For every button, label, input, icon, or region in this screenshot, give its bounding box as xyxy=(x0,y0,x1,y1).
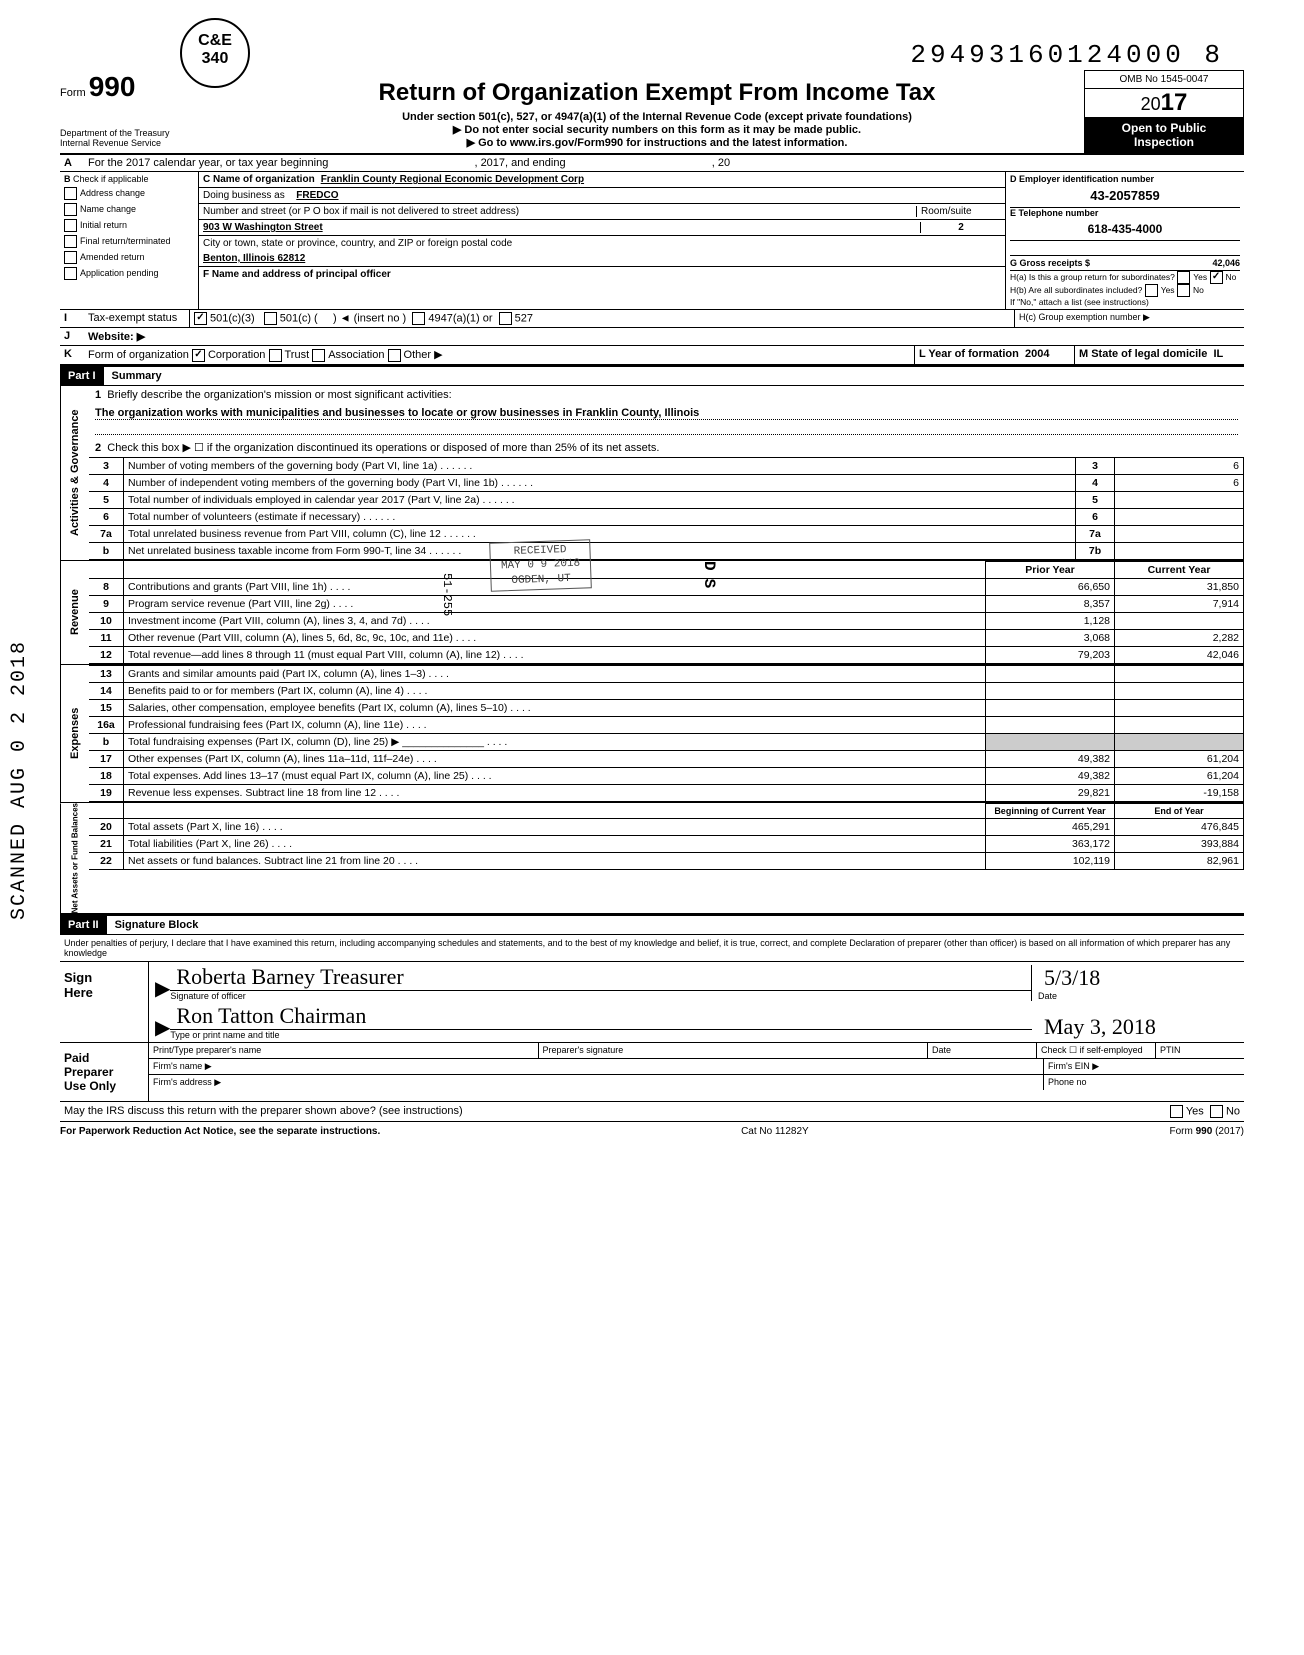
revenue-section: Revenue Prior Year Current Year 8Contrib… xyxy=(60,561,1244,665)
city-state-zip: Benton, Illinois 62812 xyxy=(203,253,305,264)
vert-net-assets: Net Assets or Fund Balances xyxy=(60,803,89,913)
form-header: Form 990 Department of the Treasury Inte… xyxy=(60,70,1244,155)
discuss-with-preparer: May the IRS discuss this return with the… xyxy=(60,1102,1244,1122)
page-footer: For Paperwork Reduction Act Notice, see … xyxy=(60,1126,1244,1137)
state-domicile: IL xyxy=(1213,348,1223,360)
form-footer-right: Form 990 (2017) xyxy=(1170,1126,1244,1137)
header-block-bcd: B Check if applicable Address changeName… xyxy=(60,172,1244,310)
paid-preparer-block: Paid Preparer Use Only Print/Type prepar… xyxy=(60,1043,1244,1102)
sign-date: 5/3/18 xyxy=(1038,965,1238,991)
printed-name: Ron Tatton Chairman xyxy=(170,1003,1032,1030)
part2-header: Part II Signature Block xyxy=(60,914,1244,935)
ssn-warning: ▶ Do not enter social security numbers o… xyxy=(240,123,1074,136)
website-instruction: ▶ Go to www.irs.gov/Form990 for instruct… xyxy=(240,136,1074,149)
column-b: B Check if applicable Address changeName… xyxy=(60,172,199,309)
net-assets-table: Beginning of Current Year End of Year 20… xyxy=(89,803,1244,870)
501c-checkbox[interactable] xyxy=(264,312,277,325)
tax-year: 2017 xyxy=(1084,89,1244,118)
omb-number: OMB No 1545-0047 xyxy=(1084,70,1244,89)
form-label: Form xyxy=(60,87,86,99)
dln-number: 29493160124000 8 xyxy=(910,40,1224,70)
street-address: 903 W Washington Street xyxy=(203,222,920,233)
governance-table: 3Number of voting members of the governi… xyxy=(89,457,1244,560)
ha-no-checkbox[interactable]: ✓ xyxy=(1210,271,1223,284)
discuss-no-checkbox[interactable] xyxy=(1210,1105,1223,1118)
activities-governance-section: Activities & Governance 1 Briefly descri… xyxy=(60,386,1244,561)
discuss-yes-checkbox[interactable] xyxy=(1170,1105,1183,1118)
net-assets-section: Net Assets or Fund Balances Beginning of… xyxy=(60,803,1244,914)
part1-header: Part I Summary xyxy=(60,365,1244,386)
year-of-formation: 2004 xyxy=(1025,348,1049,360)
4947-checkbox[interactable] xyxy=(412,312,425,325)
527-checkbox[interactable] xyxy=(499,312,512,325)
dept-line2: Internal Revenue Service xyxy=(60,139,230,149)
form-subtitle: Under section 501(c), 527, or 4947(a)(1)… xyxy=(240,111,1074,123)
line-k: K Form of organization ✓Corporation Trus… xyxy=(60,346,1244,365)
column-d-right: D Employer identification number 43-2057… xyxy=(1005,172,1244,309)
trust-checkbox[interactable] xyxy=(269,349,282,362)
ds-stamp: DS xyxy=(700,561,718,596)
hb-yes-checkbox[interactable] xyxy=(1145,284,1158,297)
mission-text: The organization works with municipaliti… xyxy=(95,407,699,419)
numeric-stamp: 51-255 xyxy=(440,573,454,616)
vert-revenue: Revenue xyxy=(60,561,89,664)
line-i: I Tax-exempt status ✓501(c)(3) 501(c) ( … xyxy=(60,310,1244,328)
assoc-checkbox[interactable] xyxy=(312,349,325,362)
vert-expenses: Expenses xyxy=(60,665,89,802)
line-j: J Website: ▶ xyxy=(60,328,1244,346)
ein: 43-2057859 xyxy=(1010,184,1240,208)
org-name: Franklin County Regional Economic Develo… xyxy=(321,174,584,185)
column-c: C Name of organizationFranklin County Re… xyxy=(199,172,1005,309)
dba-name: FREDCO xyxy=(296,190,338,201)
other-checkbox[interactable] xyxy=(388,349,401,362)
form-title: Return of Organization Exempt From Incom… xyxy=(240,79,1074,107)
expenses-table: 13Grants and similar amounts paid (Part … xyxy=(89,665,1244,802)
line-a: A For the 2017 calendar year, or tax yea… xyxy=(60,155,1244,172)
revenue-table: Prior Year Current Year 8Contributions a… xyxy=(89,561,1244,664)
stamp-line1: C&E xyxy=(182,32,248,50)
ha-yes-checkbox[interactable] xyxy=(1177,271,1190,284)
officer-signature: Roberta Barney Treasurer xyxy=(170,964,1031,991)
open-to-public: Open to Public Inspection xyxy=(1084,118,1244,153)
gross-receipts: 42,046 xyxy=(1212,258,1240,268)
scanned-stamp: SCANNED AUG 0 2 2018 xyxy=(8,640,31,920)
expenses-section: Expenses 13Grants and similar amounts pa… xyxy=(60,665,1244,803)
received-stamp-circle: C&E 340 xyxy=(180,18,250,88)
vert-governance: Activities & Governance xyxy=(60,386,89,560)
telephone: 618-435-4000 xyxy=(1010,218,1240,241)
perjury-statement: Under penalties of perjury, I declare th… xyxy=(60,935,1244,962)
print-date: May 3, 2018 xyxy=(1038,1014,1238,1040)
form-number: 990 xyxy=(89,71,136,102)
sign-here-block: Sign Here ▶ Roberta Barney Treasurer Sig… xyxy=(60,962,1244,1043)
received-date-stamp: RECEIVED MAY 0 9 2018 OGDEN, UT xyxy=(489,539,592,591)
corp-checkbox[interactable]: ✓ xyxy=(192,349,205,362)
hb-no-checkbox[interactable] xyxy=(1177,284,1190,297)
501c3-checkbox[interactable]: ✓ xyxy=(194,312,207,325)
stamp-line2: 340 xyxy=(182,50,248,68)
room-suite: 2 xyxy=(920,222,1001,233)
